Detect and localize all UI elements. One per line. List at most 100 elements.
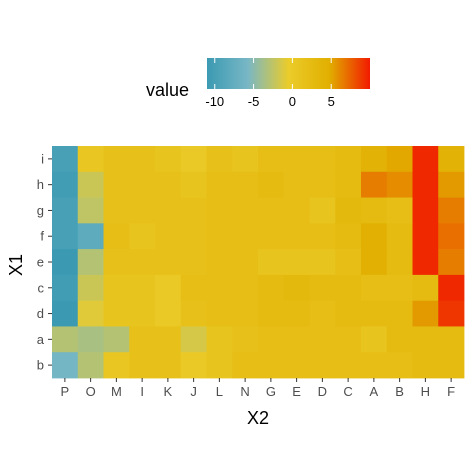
heatmap-cell	[52, 197, 79, 224]
heatmap-cell	[283, 352, 310, 379]
heatmap-cell	[206, 274, 233, 302]
x-tick-label: E	[292, 384, 301, 399]
heatmap-cell	[309, 326, 336, 353]
heatmap-cell	[283, 249, 310, 276]
heatmap-cell	[77, 197, 104, 224]
heatmap-cell	[258, 146, 285, 173]
x-tick-label: F	[447, 384, 455, 399]
heatmap-cell	[180, 223, 207, 250]
heatmap-cell	[77, 171, 104, 198]
y-tick-label: e	[37, 255, 44, 270]
heatmap-cell	[258, 274, 285, 302]
heatmap-cell	[412, 197, 439, 224]
heatmap-cell	[258, 300, 285, 327]
heatmap-cell	[52, 326, 79, 353]
x-tick-label: H	[421, 384, 430, 399]
heatmap-cell	[335, 326, 362, 353]
heatmap-cell	[386, 197, 413, 224]
heatmap-cell	[77, 146, 104, 173]
heatmap-cell	[309, 146, 336, 173]
heatmap-cell	[361, 249, 388, 276]
heatmap-cell	[155, 171, 182, 198]
heatmap-cell	[129, 171, 156, 198]
heatmap-cell	[283, 171, 310, 198]
heatmap-cell	[103, 249, 130, 276]
heatmap-cell	[258, 223, 285, 250]
y-tick-label: f	[40, 229, 44, 244]
heatmap-cell	[335, 300, 362, 327]
heatmap-cell	[103, 197, 130, 224]
heatmap-cell	[438, 274, 465, 302]
heatmap-cell	[77, 326, 104, 353]
heatmap-cell	[386, 146, 413, 173]
heatmap-cell	[386, 249, 413, 276]
heatmap-cell	[438, 249, 465, 276]
heatmap-cell	[52, 146, 79, 173]
heatmap-cells	[52, 146, 465, 379]
heatmap-cell	[77, 274, 104, 302]
heatmap-cell	[386, 326, 413, 353]
heatmap-cell	[180, 171, 207, 198]
heatmap-cell	[438, 223, 465, 250]
heatmap-cell	[438, 146, 465, 173]
heatmap-cell	[335, 352, 362, 379]
heatmap-cell	[52, 171, 79, 198]
heatmap-cell	[258, 171, 285, 198]
heatmap-cell	[412, 300, 439, 327]
heatmap-cell	[309, 300, 336, 327]
heatmap-cell	[412, 249, 439, 276]
legend: value -10 -5 0 5	[146, 58, 370, 109]
y-tick-label: i	[41, 151, 44, 166]
heatmap-cell	[361, 274, 388, 302]
heatmap-cell	[309, 352, 336, 379]
heatmap-cell	[258, 352, 285, 379]
heatmap-cell	[438, 352, 465, 379]
heatmap-cell	[438, 326, 465, 353]
x-tick-label: I	[140, 384, 144, 399]
heatmap-cell	[386, 223, 413, 250]
heatmap-cell	[386, 171, 413, 198]
x-tick-label: G	[266, 384, 276, 399]
heatmap-cell	[412, 146, 439, 173]
heatmap-cell	[129, 197, 156, 224]
heatmap-cell	[206, 171, 233, 198]
x-tick-label: A	[370, 384, 379, 399]
legend-tick-label: 5	[328, 94, 335, 109]
heatmap-cell	[155, 326, 182, 353]
heatmap-cell	[103, 326, 130, 353]
x-tick-label: O	[86, 384, 96, 399]
heatmap-cell	[361, 197, 388, 224]
heatmap-cell	[412, 352, 439, 379]
heatmap-cell	[155, 197, 182, 224]
heatmap-cell	[180, 146, 207, 173]
heatmap-cell	[283, 300, 310, 327]
heatmap-cell	[206, 326, 233, 353]
heatmap-cell	[206, 249, 233, 276]
heatmap-cell	[129, 146, 156, 173]
heatmap-cell	[283, 223, 310, 250]
heatmap-cell	[103, 300, 130, 327]
heatmap-cell	[180, 300, 207, 327]
heatmap-cell	[412, 326, 439, 353]
heatmap-cell	[361, 146, 388, 173]
heatmap-cell	[206, 197, 233, 224]
heatmap-cell	[155, 223, 182, 250]
heatmap-cell	[283, 146, 310, 173]
x-tick-label: M	[111, 384, 122, 399]
heatmap-cell	[77, 249, 104, 276]
heatmap-cell	[77, 223, 104, 250]
heatmap-cell	[52, 223, 79, 250]
heatmap-cell	[309, 223, 336, 250]
heatmap-cell	[155, 146, 182, 173]
x-tick-label: J	[190, 384, 197, 399]
x-tick-label: L	[216, 384, 223, 399]
heatmap-cell	[361, 326, 388, 353]
heatmap-cell	[180, 197, 207, 224]
x-tick-label: K	[164, 384, 173, 399]
heatmap-cell	[258, 326, 285, 353]
heatmap-cell	[52, 274, 79, 302]
heatmap-cell	[155, 300, 182, 327]
heatmap-cell	[129, 326, 156, 353]
heatmap-cell	[206, 223, 233, 250]
heatmap-cell	[180, 249, 207, 276]
